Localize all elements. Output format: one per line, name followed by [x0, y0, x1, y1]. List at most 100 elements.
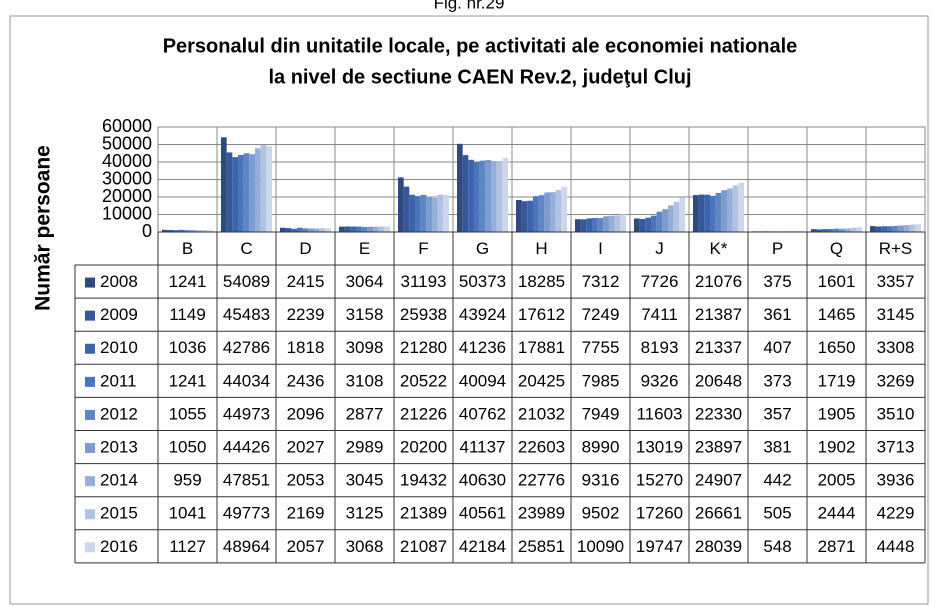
table-cell: 47851	[223, 471, 270, 490]
table-cell: 21226	[400, 404, 447, 423]
table-cell: 2027	[287, 438, 325, 457]
table-cell: 17260	[636, 504, 683, 523]
table-cell: 1818	[287, 338, 325, 357]
table-cell: 21087	[400, 537, 447, 556]
legend-swatch	[85, 277, 95, 288]
bar	[898, 225, 904, 232]
table-cell: 7985	[582, 371, 620, 390]
bar	[474, 161, 480, 232]
bar	[634, 218, 640, 232]
legend-swatch	[85, 443, 95, 454]
bar	[620, 214, 626, 232]
bar	[727, 188, 733, 232]
x-tick-label: Q	[830, 239, 843, 258]
bar	[732, 185, 739, 232]
table-cell: 17612	[518, 305, 565, 324]
table-cell: 959	[173, 471, 201, 490]
x-tick-label: C	[240, 239, 252, 258]
bar	[597, 218, 604, 232]
legend-swatch	[85, 343, 95, 354]
legend-swatch	[85, 376, 95, 387]
table-cell: 40094	[459, 371, 506, 390]
y-tick-label: 0	[142, 221, 152, 241]
table-cell: 442	[763, 471, 791, 490]
bar	[179, 229, 185, 232]
table-cell: 548	[763, 537, 791, 556]
bar	[485, 160, 491, 232]
bar	[656, 211, 663, 232]
bar	[367, 226, 373, 232]
bar	[586, 218, 592, 232]
table-cell: 17881	[518, 338, 565, 357]
table-cell: 22776	[518, 471, 565, 490]
bar	[415, 196, 421, 232]
bar	[350, 226, 356, 232]
bar	[533, 196, 539, 232]
table-cell: 3936	[877, 471, 915, 490]
bar	[162, 229, 168, 232]
legend-label: 2009	[100, 305, 138, 324]
table-cell: 21076	[695, 272, 742, 291]
table-cell: 1055	[169, 404, 207, 423]
bar	[603, 216, 609, 232]
legend-label: 2011	[100, 371, 137, 390]
bar	[721, 190, 727, 232]
bar	[592, 218, 598, 232]
table-cell: 21280	[400, 338, 447, 357]
table-cell: 19432	[400, 471, 447, 490]
table-cell: 9316	[582, 471, 620, 490]
bar	[710, 195, 716, 232]
bar	[811, 229, 817, 232]
bar	[173, 230, 179, 232]
bar	[892, 225, 899, 232]
bar	[580, 219, 587, 232]
bar	[238, 154, 244, 232]
table-cell: 3713	[877, 438, 915, 457]
bar	[516, 200, 522, 232]
table-cell: 42184	[459, 537, 506, 556]
legend-swatch	[85, 542, 95, 553]
bar	[561, 186, 567, 232]
x-tick-label: J	[655, 239, 664, 258]
chart-border	[9, 15, 929, 605]
bar	[221, 137, 227, 232]
table-cell: 23897	[695, 438, 742, 457]
bar	[550, 192, 556, 232]
legend-label: 2008	[100, 272, 138, 291]
bar	[575, 219, 581, 232]
bar	[443, 195, 449, 232]
table-cell: 21337	[695, 338, 742, 357]
bar	[190, 230, 196, 232]
table-cell: 11603	[636, 404, 682, 423]
table-cell: 3098	[346, 338, 384, 357]
table-cell: 54089	[223, 272, 270, 291]
bar	[201, 230, 208, 232]
table-cell: 1650	[818, 338, 856, 357]
bar	[378, 226, 385, 232]
table-cell: 1902	[818, 438, 856, 457]
table-cell: 21032	[518, 404, 565, 423]
x-tick-label: D	[299, 239, 311, 258]
table-cell: 40561	[459, 504, 506, 523]
legend-label: 2015	[100, 504, 138, 523]
x-tick-label: F	[418, 239, 428, 258]
table-cell: 1241	[169, 371, 207, 390]
table-cell: 2239	[287, 305, 325, 324]
table-cell: 48964	[223, 537, 270, 556]
legend-swatch	[85, 310, 95, 321]
bar	[297, 227, 303, 232]
y-axis-label: Număr persoane	[32, 145, 55, 311]
table-cell: 2057	[287, 537, 325, 556]
table-cell: 1465	[818, 305, 856, 324]
table-cell: 1905	[818, 404, 856, 423]
table-cell: 7411	[641, 305, 678, 324]
bar	[314, 228, 320, 232]
legend-label: 2013	[100, 438, 138, 457]
table-cell: 2436	[287, 371, 325, 390]
bar	[457, 143, 463, 232]
x-tick-label: B	[182, 239, 193, 258]
table-cell: 9326	[641, 371, 679, 390]
table-cell: 1241	[169, 272, 207, 291]
bar	[521, 201, 528, 232]
table-cell: 25938	[400, 305, 447, 324]
